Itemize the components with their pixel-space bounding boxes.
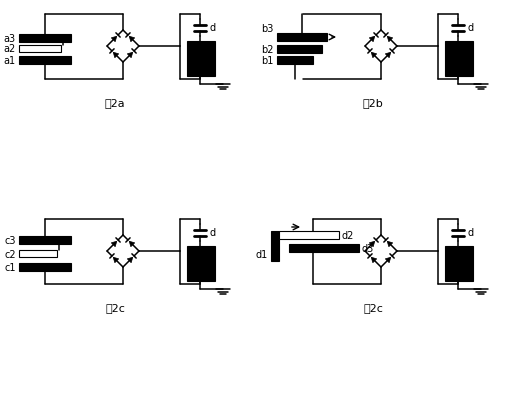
Text: a1: a1 [4, 56, 16, 66]
Text: 图2a: 图2a [105, 98, 125, 108]
Bar [289, 245, 359, 252]
Bar [277, 57, 313, 65]
Polygon shape [369, 242, 375, 247]
Polygon shape [371, 53, 377, 58]
Bar [271, 231, 279, 261]
Text: d: d [467, 23, 473, 33]
Text: b1: b1 [262, 56, 274, 66]
Text: a3: a3 [4, 34, 16, 44]
Text: d1: d1 [256, 249, 268, 259]
Bar [19, 263, 71, 271]
Bar [277, 34, 327, 42]
Text: d: d [209, 23, 215, 33]
Text: d: d [467, 227, 473, 237]
Text: c3: c3 [5, 236, 16, 245]
Bar [19, 46, 61, 53]
Text: c2: c2 [5, 249, 16, 259]
Polygon shape [387, 242, 393, 247]
Bar [19, 250, 57, 257]
Polygon shape [385, 258, 391, 263]
Bar [187, 246, 215, 281]
Text: d3: d3 [362, 243, 374, 254]
Text: a2: a2 [4, 45, 16, 54]
Bar [187, 42, 215, 77]
Polygon shape [127, 258, 133, 263]
Polygon shape [111, 242, 117, 247]
Bar [19, 57, 71, 65]
Polygon shape [371, 258, 377, 263]
Text: d2: d2 [342, 230, 354, 240]
Polygon shape [127, 53, 133, 58]
Polygon shape [369, 37, 375, 43]
Text: 图2b: 图2b [363, 98, 383, 108]
Bar [279, 231, 339, 239]
Bar [19, 35, 71, 43]
Polygon shape [113, 53, 119, 58]
Text: b2: b2 [262, 45, 274, 55]
Polygon shape [387, 37, 393, 43]
Polygon shape [129, 242, 135, 247]
Polygon shape [113, 258, 119, 263]
Text: d: d [209, 227, 215, 237]
Text: b3: b3 [262, 24, 274, 34]
Bar [277, 46, 322, 54]
Bar [19, 236, 71, 245]
Polygon shape [111, 37, 117, 43]
Polygon shape [129, 37, 135, 43]
Text: 图2c: 图2c [363, 302, 383, 312]
Text: 图2c: 图2c [105, 302, 125, 312]
Bar [445, 246, 473, 281]
Text: c1: c1 [5, 262, 16, 272]
Bar [445, 42, 473, 77]
Polygon shape [385, 53, 391, 58]
